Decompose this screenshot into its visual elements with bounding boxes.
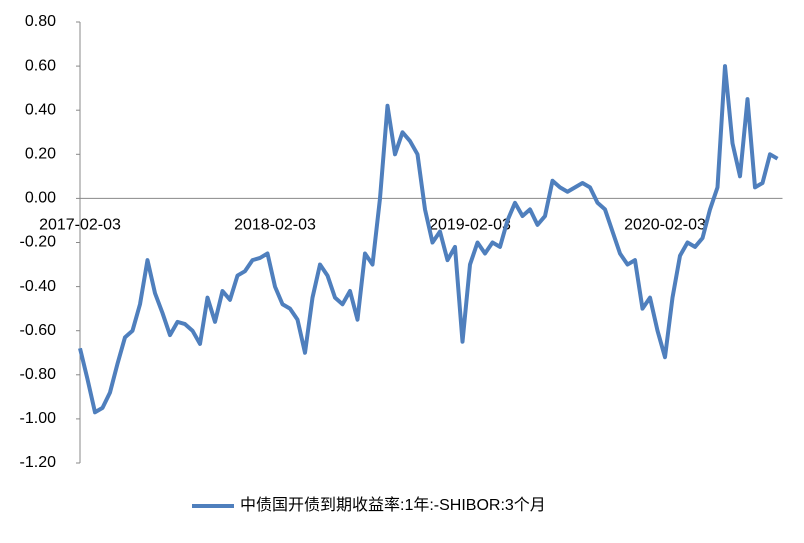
x-tick-label: 2017-02-03: [39, 217, 121, 234]
y-tick-label: -1.00: [20, 410, 57, 427]
y-tick-label: 0.40: [25, 101, 56, 118]
y-tick-label: 0.00: [25, 190, 56, 207]
legend-label: 中债国开债到期收益率:1年:-SHIBOR:3个月: [240, 496, 546, 514]
y-tick-label: 0.80: [25, 13, 56, 30]
y-tick-label: -1.20: [20, 454, 57, 471]
x-tick-label: 2018-02-03: [234, 217, 316, 234]
x-tick-label: 2019-02-03: [429, 217, 511, 234]
y-tick-label: -0.80: [20, 366, 57, 383]
y-tick-label: 0.20: [25, 146, 56, 163]
y-tick-label: -0.40: [20, 278, 57, 295]
y-tick-label: -0.60: [20, 322, 57, 339]
y-tick-label: -0.20: [20, 234, 57, 251]
y-tick-label: 0.60: [25, 57, 56, 74]
x-tick-label: 2020-02-03: [624, 217, 706, 234]
line-series: [78, 64, 779, 415]
